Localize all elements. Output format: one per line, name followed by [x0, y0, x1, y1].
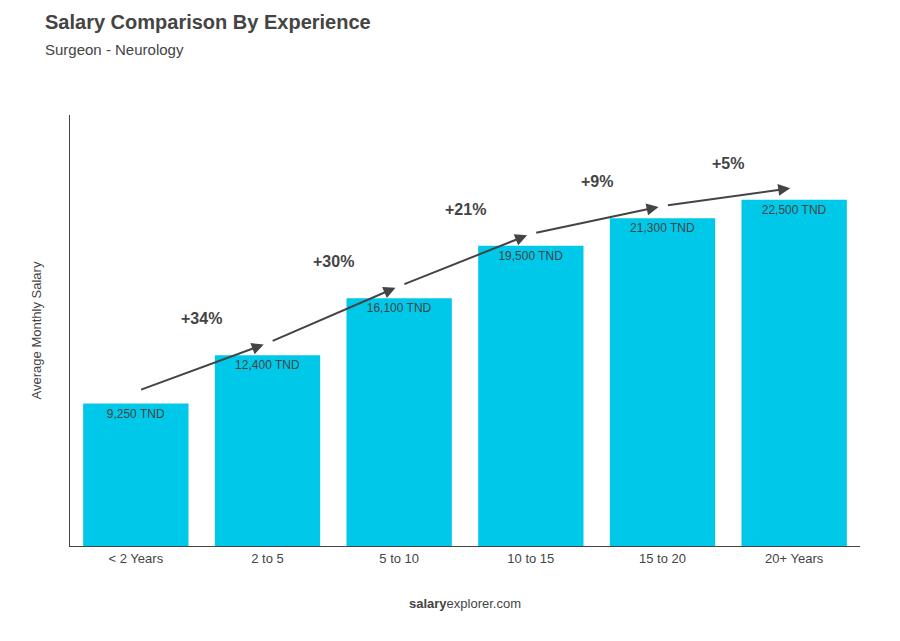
svg-text:15 to 20: 15 to 20 — [639, 551, 686, 566]
svg-text:10 to 15: 10 to 15 — [507, 551, 554, 566]
svg-text:5 to 10: 5 to 10 — [379, 551, 419, 566]
svg-text:+9%: +9% — [581, 173, 613, 190]
svg-text:2 to 5: 2 to 5 — [251, 551, 284, 566]
svg-text:9,250 TND: 9,250 TND — [107, 407, 165, 421]
svg-text:21,300 TND: 21,300 TND — [630, 221, 695, 235]
svg-text:12,400 TND: 12,400 TND — [235, 358, 300, 372]
svg-text:Salary Comparison By Experienc: Salary Comparison By ExperienceSurgeon -… — [45, 11, 371, 58]
svg-text:Average Monthly Salary: Average Monthly Salary — [29, 261, 44, 399]
svg-text:19,500 TND: 19,500 TND — [498, 249, 563, 263]
svg-text:16,100 TND: 16,100 TND — [367, 301, 432, 315]
svg-text:+21%: +21% — [445, 201, 486, 218]
svg-text:22,500 TND: 22,500 TND — [762, 203, 827, 217]
svg-text:< 2 Years: < 2 Years — [109, 551, 164, 566]
svg-text:+30%: +30% — [313, 253, 354, 270]
svg-text:+5%: +5% — [712, 155, 744, 172]
svg-text:20+ Years: 20+ Years — [765, 551, 824, 566]
svg-text:+34%: +34% — [181, 310, 222, 327]
svg-text:salaryexplorer.com: salaryexplorer.com — [409, 596, 521, 611]
